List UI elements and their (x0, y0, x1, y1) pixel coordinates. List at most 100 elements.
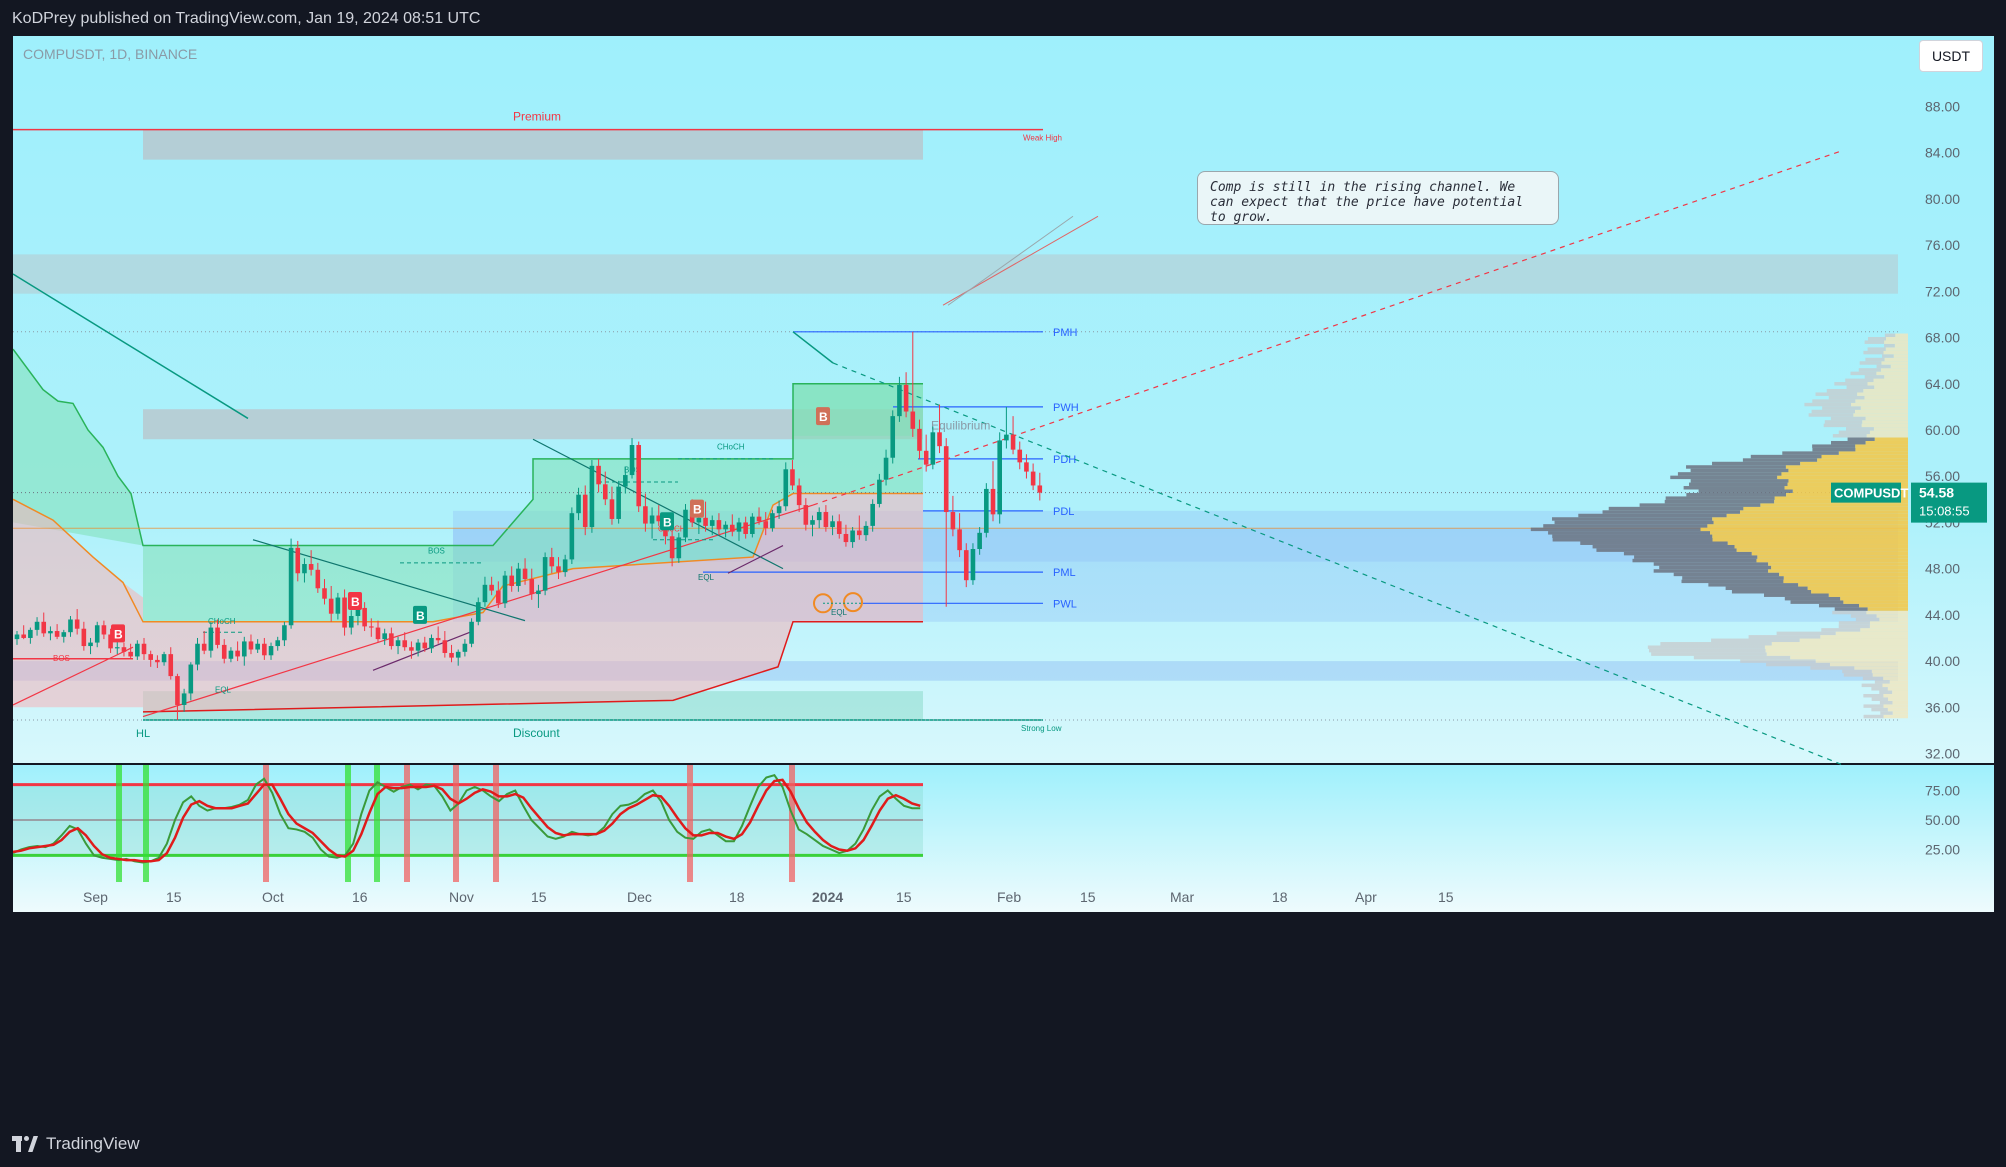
candle-body (328, 598, 334, 614)
candle-body (897, 384, 902, 417)
profile-bar-up (1860, 406, 1908, 410)
profile-bar-up (1881, 361, 1908, 365)
candle-body (48, 631, 53, 634)
profile-bar-up (1884, 375, 1908, 379)
profile-bar-up (1854, 666, 1908, 670)
price-tick-label: 76.00 (1925, 237, 1960, 253)
profile-bar-down (1580, 541, 1728, 545)
profile-bar-up (1712, 538, 1908, 542)
profile-bar-down (1847, 437, 1875, 441)
tradingview-logo[interactable]: TradingView (12, 1134, 140, 1154)
rising-channel-projection (812, 149, 1844, 506)
chart-canvas[interactable]: PMH PWH PDH PDL PML PWL Premium Discount Equilib… (13, 36, 1994, 1122)
candle-body (335, 597, 341, 614)
profile-bar-up (1739, 510, 1908, 514)
oscillator-sell-bar-0 (263, 765, 269, 882)
oscillator-d-line (13, 778, 921, 863)
price-tick-label: 56.00 (1925, 468, 1960, 484)
candle-body (816, 512, 822, 521)
profile-bar-down (1711, 638, 1800, 643)
profile-bar-up (1888, 697, 1908, 701)
profile-bar-up (1867, 382, 1908, 386)
oscillator-k-line (13, 773, 921, 864)
profile-bar-up (1883, 350, 1908, 355)
profile-bar-up (1873, 378, 1908, 383)
profile-bar-up (1764, 645, 1908, 649)
symbol-badge-text: COMPUSDT (1834, 486, 1908, 501)
candle-body (917, 428, 922, 451)
candle-body (729, 524, 735, 532)
time-tick-label: Apr (1355, 889, 1377, 905)
profile-bar-down (1861, 683, 1883, 688)
candle-body (68, 619, 73, 633)
candle-body (569, 513, 575, 560)
candle-body (389, 633, 394, 647)
candle-body (482, 584, 488, 603)
profile-bar-down (1818, 603, 1860, 608)
profile-bar-up (1861, 423, 1908, 428)
profile-bar-down (1804, 402, 1852, 407)
profile-bar-down (1832, 610, 1867, 615)
candle-body (803, 505, 809, 525)
oscillator-tick-label: 25.00 (1925, 842, 1960, 858)
bearish-trail-line (142, 621, 923, 713)
candle-body (743, 522, 748, 534)
profile-bar-down (1689, 482, 1788, 487)
profile-bar-up (1884, 357, 1908, 362)
profile-bar-down (1846, 385, 1875, 389)
time-tick-label: 18 (729, 889, 745, 905)
falling-line-projection (832, 362, 1844, 766)
profile-bar-up (1895, 333, 1908, 337)
profile-bar-up (1863, 388, 1908, 393)
profile-bar-down (1884, 343, 1895, 348)
profile-bar-down (1812, 399, 1856, 403)
candle-body (750, 516, 755, 534)
candle-body (536, 590, 541, 595)
profile-bar-down (1874, 680, 1890, 684)
chart-area[interactable]: PMH PWH PDH PDL PML PWL Premium Discount Equilib… (13, 36, 1994, 1122)
profile-bar-up (1893, 354, 1908, 358)
equilibrium-label: Equilibrium (931, 418, 990, 432)
candle-body (883, 457, 889, 480)
red-trend-left (13, 646, 134, 706)
profile-bar-up (1865, 416, 1908, 421)
profile-bar-up (1892, 700, 1908, 705)
candle-body (155, 659, 160, 663)
oscillator-buy-bar-3 (374, 765, 380, 882)
publisher-header: KoDPrey published on TradingView.com, Ja… (0, 0, 2006, 36)
profile-bar-up (1840, 596, 1908, 601)
candle-body (462, 643, 468, 652)
candle-body (857, 530, 862, 536)
candle-body (930, 432, 936, 465)
candle-body (348, 616, 354, 628)
profile-bar-down (1659, 565, 1772, 570)
profile-bar-down (1838, 621, 1870, 625)
profile-bar-up (1862, 420, 1908, 424)
strong-low-label: Strong Low (1021, 724, 1062, 733)
profile-bar-up (1865, 440, 1908, 445)
profile-bar-down (1879, 700, 1893, 705)
profile-bar-down (1742, 458, 1818, 462)
candle-body (442, 640, 448, 653)
profile-bar-up (1771, 642, 1908, 646)
candle-body (963, 550, 969, 581)
profile-bar-up (1855, 444, 1908, 448)
profile-bar-down (1843, 673, 1873, 677)
profile-bar-down (1858, 368, 1881, 372)
candle-body (756, 516, 762, 522)
profile-bar-up (1866, 610, 1908, 615)
candle-body (88, 642, 93, 647)
candle-body (241, 641, 247, 657)
currency-selector[interactable]: USDT (1919, 40, 1983, 72)
time-tick-label: Feb (997, 889, 1021, 905)
candle-body (362, 607, 367, 627)
profile-bar-down (1784, 596, 1841, 601)
candle-body (516, 568, 521, 586)
orange-trail-line (13, 492, 923, 623)
profile-bar-up (1860, 628, 1908, 632)
profile-bar-up (1790, 655, 1908, 660)
candle-body (1010, 434, 1016, 450)
profile-bar-down (1649, 648, 1766, 653)
profile-bar-down (1548, 531, 1711, 535)
profile-bar-down (1763, 593, 1829, 597)
